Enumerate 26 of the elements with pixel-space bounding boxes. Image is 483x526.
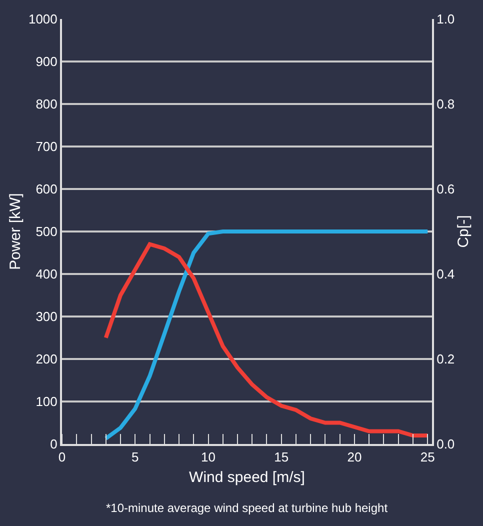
y-tick-label: 900: [36, 54, 58, 70]
y-tick-label: 600: [36, 182, 58, 197]
x-axis-title: Wind speed [m/s]: [189, 469, 305, 486]
y-tick-label: 500: [36, 224, 58, 240]
y-tick-label: 0: [50, 436, 58, 452]
y2-tick-label: 0.2: [436, 352, 455, 367]
x-tick-label: 5: [132, 450, 139, 465]
x-tick-label: 10: [201, 450, 216, 465]
x-tick-label: 25: [420, 450, 435, 465]
y-tick-label: 100: [36, 394, 58, 410]
y2-tick-label: 0.6: [436, 182, 455, 197]
y-tick-label: 200: [36, 352, 58, 367]
y-tick-label: 700: [36, 139, 58, 154]
y2-axis-title: Cp[-]: [455, 215, 472, 248]
y-tick-label: 300: [36, 309, 58, 324]
x-tick-label: 20: [347, 450, 362, 465]
y2-tick-label: 0.0: [436, 436, 455, 452]
y-tick-label: 400: [36, 266, 58, 282]
y2-tick-label: 0.4: [436, 266, 455, 282]
y-tick-label: 1000: [28, 12, 58, 27]
x-tick-label: 15: [274, 450, 289, 465]
text: *10-minute average wind speed at turbine hub height: [106, 501, 388, 515]
y2-tick-label: 0.8: [436, 96, 455, 112]
y-tick-label: 800: [36, 96, 58, 112]
y-axis-title: Power [kW]: [7, 193, 24, 270]
y2-tick-label: 1.0: [436, 12, 455, 27]
